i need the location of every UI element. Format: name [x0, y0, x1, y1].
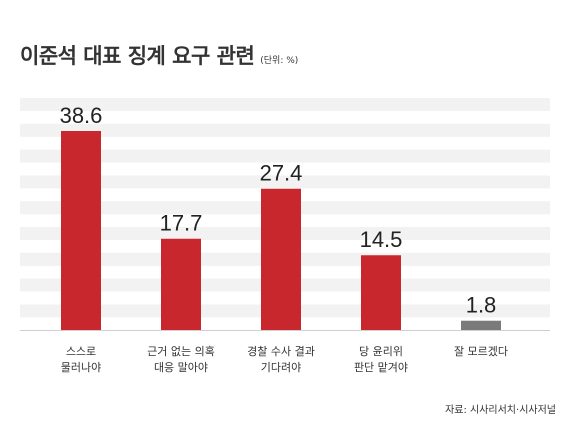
category-label: 근거 없는 의혹	[147, 344, 215, 358]
category-label: 대응 말아야	[154, 361, 208, 374]
chart-title: 이준석 대표 징계 요구 관련 (단위: %)	[20, 40, 298, 70]
bar	[61, 130, 101, 330]
category-label: 스스로	[66, 345, 96, 358]
bar	[161, 238, 201, 330]
grid-band	[20, 123, 550, 137]
category-label: 잘 모르겠다	[454, 345, 508, 358]
bar	[461, 320, 501, 330]
data-label: 27.4	[260, 161, 303, 186]
category-label: 물러나야	[61, 361, 101, 374]
data-label: 14.5	[360, 227, 403, 252]
data-label: 38.6	[60, 103, 103, 128]
data-label: 1.8	[466, 293, 497, 318]
data-label: 17.7	[160, 211, 203, 236]
category-label: 판단 맡겨야	[354, 361, 408, 374]
bar	[261, 188, 301, 330]
bar	[361, 255, 401, 330]
grid-band	[20, 175, 550, 189]
unit-label: (단위: %)	[260, 56, 299, 66]
title-text: 이준석 대표 징계 요구 관련	[20, 44, 255, 68]
grid-band	[20, 98, 550, 111]
category-label: 당 윤리위	[359, 345, 403, 358]
source-note: 자료: 시사리서치·시사저널	[445, 405, 556, 416]
category-label: 경찰 수사 결과	[247, 345, 315, 358]
category-label: 기다려야	[261, 361, 301, 374]
grid-band	[20, 149, 550, 163]
